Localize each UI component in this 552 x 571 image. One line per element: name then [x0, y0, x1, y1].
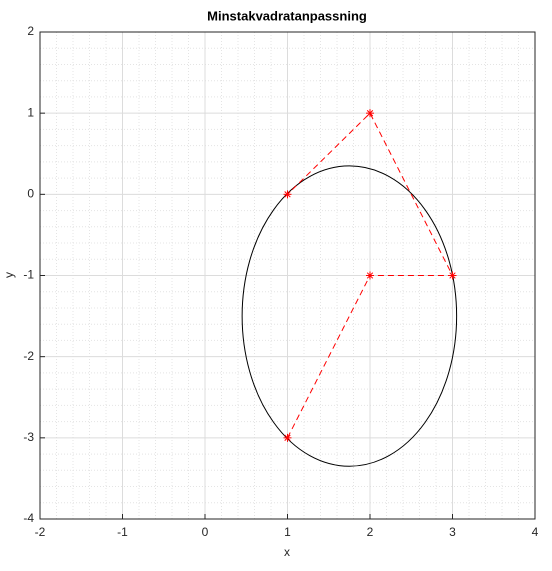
x-tick-label: -2 — [35, 525, 46, 539]
x-axis-label: x — [284, 545, 290, 559]
data-point — [366, 109, 374, 118]
x-tick-label: 4 — [532, 525, 539, 539]
y-tick-label: -1 — [23, 268, 34, 282]
fitted-ellipse — [241, 165, 458, 467]
x-tick-label: 3 — [449, 525, 456, 539]
marks — [241, 109, 458, 467]
y-tick-label: -3 — [23, 430, 34, 444]
data-point — [283, 190, 292, 199]
y-tick-label: 1 — [27, 105, 34, 119]
marker-stroke — [284, 191, 291, 198]
marker-stroke — [366, 272, 374, 279]
y-axis-label: y — [2, 272, 16, 278]
y-tick-label: 2 — [27, 24, 34, 38]
data-point — [283, 433, 292, 442]
data-point — [366, 271, 374, 280]
marker-stroke — [366, 110, 374, 117]
marker-stroke — [284, 434, 291, 441]
x-tick-label: 0 — [202, 525, 209, 539]
data-point — [448, 271, 457, 280]
y-tick-label: -2 — [23, 349, 34, 363]
x-tick-label: 2 — [367, 525, 374, 539]
y-tick-label: 0 — [27, 187, 34, 201]
marker-stroke — [449, 272, 456, 279]
y-tick-label: -4 — [23, 511, 34, 525]
x-tick-label: -1 — [117, 525, 128, 539]
chart-title: Minstakvadratanpassning — [207, 8, 367, 23]
x-tick-label: 1 — [284, 525, 291, 539]
